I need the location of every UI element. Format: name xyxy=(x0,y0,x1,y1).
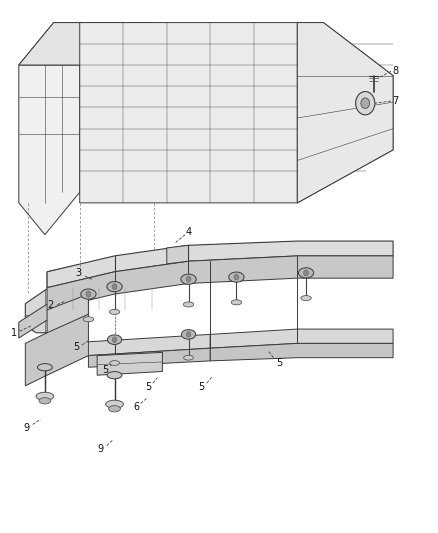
Ellipse shape xyxy=(298,268,314,278)
Circle shape xyxy=(186,276,191,282)
Circle shape xyxy=(356,92,375,115)
Ellipse shape xyxy=(106,400,124,408)
Ellipse shape xyxy=(184,356,194,360)
Ellipse shape xyxy=(81,289,96,299)
Polygon shape xyxy=(88,334,210,356)
Polygon shape xyxy=(47,294,88,370)
Polygon shape xyxy=(47,257,115,289)
Polygon shape xyxy=(167,245,188,264)
Ellipse shape xyxy=(36,392,54,400)
Polygon shape xyxy=(188,256,393,284)
Ellipse shape xyxy=(38,364,52,371)
Text: 5: 5 xyxy=(276,358,282,368)
Polygon shape xyxy=(19,22,80,235)
Ellipse shape xyxy=(110,309,120,314)
Polygon shape xyxy=(19,22,158,65)
Ellipse shape xyxy=(107,335,122,344)
Polygon shape xyxy=(297,22,393,203)
Polygon shape xyxy=(19,293,64,338)
Ellipse shape xyxy=(107,281,122,292)
Ellipse shape xyxy=(181,274,196,284)
Text: 4: 4 xyxy=(185,227,191,237)
Text: 6: 6 xyxy=(133,402,139,412)
Ellipse shape xyxy=(83,317,94,322)
Text: 5: 5 xyxy=(145,382,152,392)
Circle shape xyxy=(186,332,191,337)
Polygon shape xyxy=(210,343,393,361)
Circle shape xyxy=(112,284,117,289)
Polygon shape xyxy=(88,348,210,367)
Text: 9: 9 xyxy=(24,423,30,433)
Text: 5: 5 xyxy=(198,382,205,392)
Polygon shape xyxy=(210,329,393,348)
Ellipse shape xyxy=(231,300,242,305)
Polygon shape xyxy=(47,245,188,288)
Circle shape xyxy=(86,291,91,297)
Polygon shape xyxy=(80,22,393,203)
Polygon shape xyxy=(47,261,188,310)
Ellipse shape xyxy=(301,296,311,301)
Circle shape xyxy=(304,270,308,276)
Text: 5: 5 xyxy=(74,342,80,352)
Text: 8: 8 xyxy=(392,67,398,76)
Circle shape xyxy=(234,274,239,280)
Ellipse shape xyxy=(181,329,196,339)
Text: 3: 3 xyxy=(76,268,82,278)
Text: 1: 1 xyxy=(11,328,17,338)
Ellipse shape xyxy=(39,398,51,404)
Text: 5: 5 xyxy=(102,365,108,375)
Ellipse shape xyxy=(184,302,194,307)
Polygon shape xyxy=(25,314,88,386)
Polygon shape xyxy=(25,289,71,333)
Polygon shape xyxy=(97,352,162,375)
Ellipse shape xyxy=(229,272,244,282)
Ellipse shape xyxy=(110,361,120,366)
Polygon shape xyxy=(188,241,393,261)
Ellipse shape xyxy=(107,372,122,379)
Circle shape xyxy=(361,98,370,109)
Text: 9: 9 xyxy=(98,445,104,455)
Circle shape xyxy=(112,337,117,343)
Ellipse shape xyxy=(109,406,120,412)
Text: 2: 2 xyxy=(47,300,53,310)
Text: 7: 7 xyxy=(392,96,399,106)
